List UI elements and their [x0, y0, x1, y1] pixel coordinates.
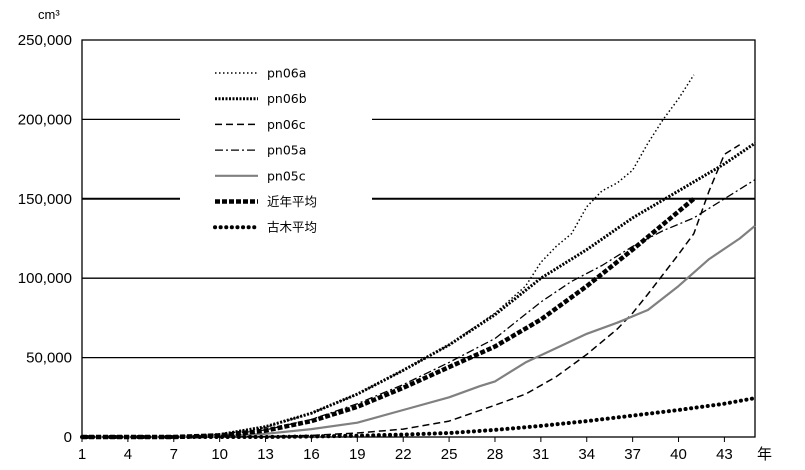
- x-tick-label: 40: [670, 446, 687, 463]
- x-tick-label: 28: [487, 446, 504, 463]
- x-tick-label: 34: [578, 446, 595, 463]
- x-unit-label: 年: [757, 446, 772, 463]
- y-tick-label: 250,000: [18, 32, 72, 49]
- y-tick-label: 50,000: [26, 350, 72, 367]
- x-tick-label: 7: [170, 446, 178, 463]
- series-line: [82, 141, 756, 439]
- x-tick-label: 37: [624, 446, 641, 463]
- legend-label: pn06a: [267, 66, 306, 81]
- x-tick-label: 31: [533, 446, 550, 463]
- y-tick-label: 150,000: [18, 191, 72, 208]
- plot-frame: [81, 39, 756, 438]
- series-lines: [80, 74, 757, 440]
- series-line: [82, 179, 756, 438]
- legend-label: pn05c: [267, 168, 306, 183]
- x-tick-label: 22: [395, 446, 412, 463]
- x-tick-label: 19: [349, 446, 366, 463]
- x-tick-label: 1: [78, 446, 86, 463]
- y-tick-label: 200,000: [18, 111, 72, 128]
- legend-label: 古木平均: [267, 220, 317, 235]
- series-line: [82, 224, 756, 439]
- series-line: [80, 396, 757, 439]
- x-tick-label: 25: [441, 446, 458, 463]
- y-tick-label: 100,000: [18, 270, 72, 287]
- x-tick-label: 10: [211, 446, 228, 463]
- series-line: [82, 74, 695, 438]
- x-tick-label: 4: [124, 446, 132, 463]
- legend-label: pn06b: [267, 91, 307, 106]
- x-tick-label: 16: [303, 446, 320, 463]
- series-line: [82, 197, 696, 440]
- y-tick-labels: 0 50,000 100,000 150,000 200,000 250,000: [18, 32, 72, 446]
- legend-label: pn05a: [267, 143, 306, 158]
- grid-lines: [82, 118, 755, 359]
- series-line: [82, 144, 741, 438]
- y-tick-label: 0: [64, 429, 72, 446]
- y-unit-label: cm³: [38, 7, 60, 22]
- x-tick-label: 43: [716, 446, 733, 463]
- legend-label: pn06c: [267, 117, 306, 132]
- x-tick-labels: 1 4 7 10 13 16 19 22 25 28 31 34 37 40 43: [78, 446, 733, 463]
- legend-label: 近年平均: [267, 194, 317, 209]
- x-tick-label: 13: [257, 446, 274, 463]
